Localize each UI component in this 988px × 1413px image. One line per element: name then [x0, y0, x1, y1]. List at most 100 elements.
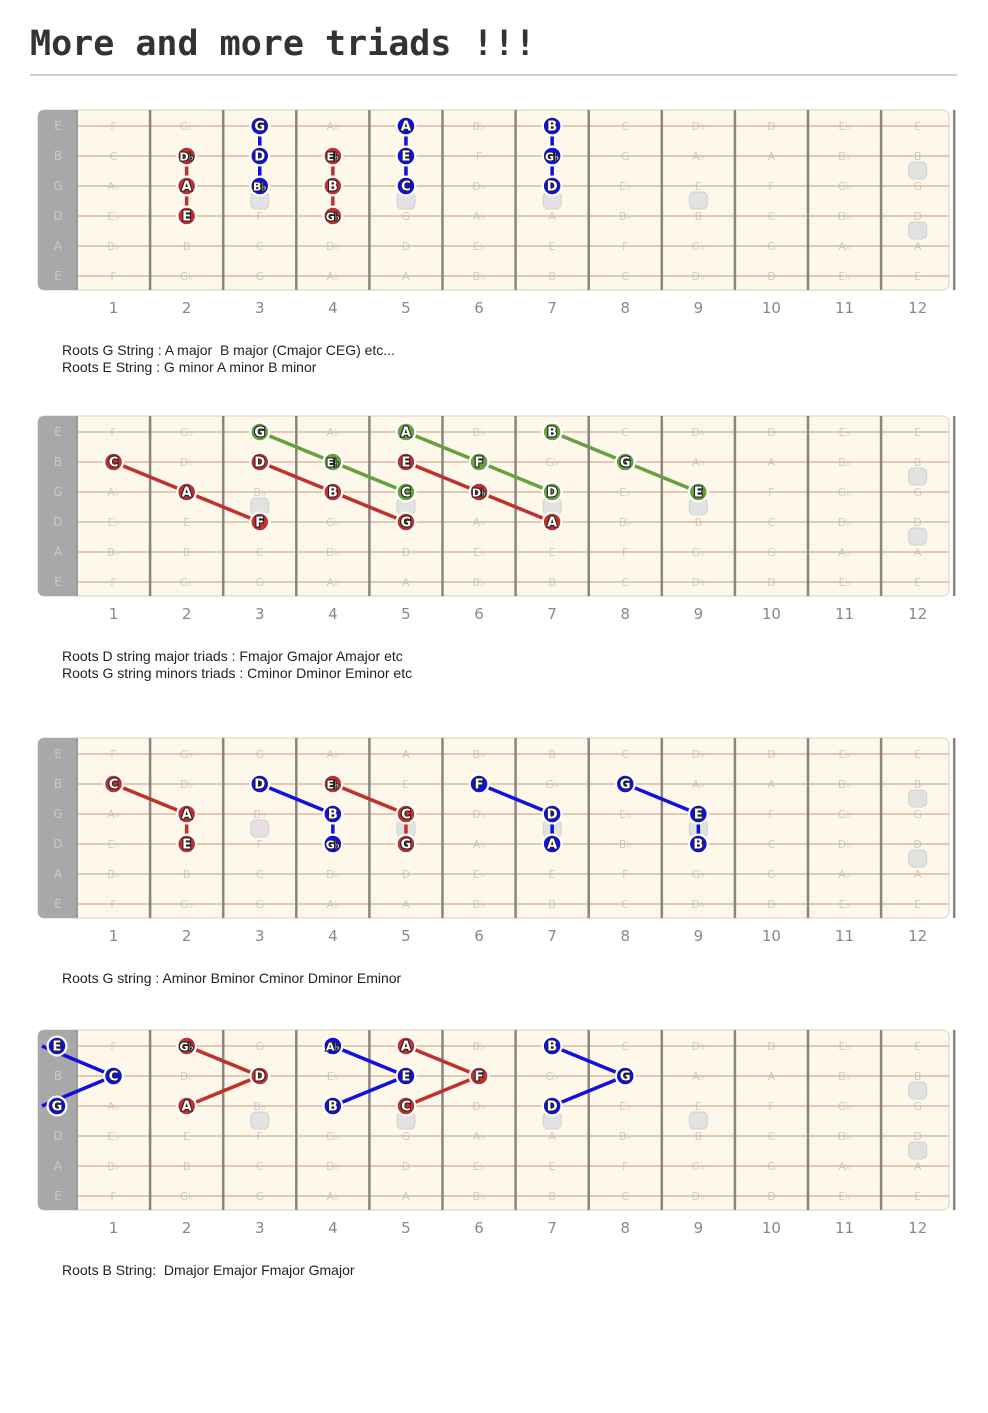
note-marker: C: [395, 175, 417, 197]
note-marker-label: G♭: [180, 1041, 194, 1054]
nut: [58, 738, 78, 918]
note-marker: B: [322, 803, 344, 825]
string-name-label: G: [53, 807, 62, 821]
note-marker: D: [249, 145, 271, 167]
note-marker-dot: [250, 176, 270, 196]
note-marker: B♭: [249, 175, 271, 197]
fret-number: 1: [109, 927, 119, 945]
note-marker: A: [541, 511, 563, 533]
note-marker-label: C: [401, 486, 411, 501]
note-marker: G: [249, 115, 271, 137]
note-marker-dot: [250, 452, 270, 472]
fret-number: 7: [547, 299, 557, 317]
note-marker-dot: [103, 774, 124, 794]
note-marker-label: F: [475, 456, 484, 471]
fret-inlay-marker: [908, 849, 928, 868]
note-marker-dot: [176, 206, 197, 226]
note-marker-dot: [396, 1096, 416, 1116]
note-marker: E: [176, 205, 198, 227]
note-marker: B: [687, 833, 709, 855]
string-name-label: E: [54, 1189, 62, 1203]
note-marker-dot: [250, 512, 270, 532]
note-marker-label: G♭: [326, 211, 340, 224]
string-name-label: B: [54, 455, 62, 469]
note-marker: G♭: [322, 833, 344, 855]
note-marker-label: C: [109, 778, 119, 793]
note-marker: C: [103, 1065, 125, 1087]
fret-inlay-marker: [688, 191, 708, 210]
fret-inlay-marker: [908, 789, 928, 808]
string-name-label: A: [54, 545, 63, 559]
note-marker-dot: [323, 206, 343, 226]
note-marker-label: C: [401, 808, 411, 823]
fret-number: 4: [328, 605, 338, 623]
note-marker-dot: [323, 452, 343, 472]
fret-inlay-marker: [908, 161, 928, 180]
string-name-label: E: [54, 425, 62, 439]
note-marker: D: [541, 175, 563, 197]
note-marker-dot: [176, 146, 197, 166]
note-marker: E: [176, 833, 198, 855]
fret-number: 8: [620, 927, 630, 945]
note-marker-dot: [396, 482, 416, 502]
note-marker: A: [176, 1095, 198, 1117]
fret-number: 5: [401, 299, 411, 317]
note-marker-label: G: [620, 778, 631, 793]
note-marker-dot: [542, 834, 562, 854]
note-marker: A: [541, 833, 563, 855]
fret-number: 1: [109, 1219, 119, 1237]
note-marker: C: [395, 803, 417, 825]
fretboard-diagram-2: EBGDAEFG♭GA♭AB♭BCD♭DE♭ECD♭DE♭EFG♭GA♭AB♭B…: [0, 406, 988, 646]
note-marker-dot: [396, 804, 416, 824]
note-marker-dot: [615, 774, 635, 794]
note-marker-dot: [47, 1036, 67, 1056]
note-marker-label: A: [401, 426, 411, 441]
note-marker-dot: [176, 804, 197, 824]
note-marker-label: F: [475, 778, 484, 793]
fret-number: 6: [474, 605, 484, 623]
string-name-label: G: [53, 485, 62, 499]
note-marker: A: [395, 115, 417, 137]
note-marker: G: [395, 511, 417, 533]
note-marker-dot: [176, 482, 197, 502]
note-marker-label: G: [52, 1100, 63, 1115]
note-marker-label: G: [254, 120, 265, 135]
fret-number: 12: [908, 299, 927, 317]
fretboard-diagram-3: EBGDAEFG♭GA♭AB♭BCD♭DE♭ECD♭DE♭EFG♭GA♭AB♭B…: [0, 728, 988, 968]
note-marker: G♭: [322, 205, 344, 227]
note-marker: A: [176, 481, 198, 503]
note-marker-dot: [396, 512, 416, 532]
caption-line: Roots G string : Aminor Bminor Cminor Dm…: [62, 970, 402, 986]
note-marker-dot: [176, 176, 197, 196]
caption-1: Roots G String : A major B major (Cmajor…: [62, 342, 395, 376]
note-marker-label: D♭: [179, 151, 193, 164]
fret-number: 8: [620, 299, 630, 317]
note-marker-label: D: [547, 808, 558, 823]
note-marker-dot: [250, 422, 270, 442]
fret-number: 6: [474, 1219, 484, 1237]
note-marker-label: A: [401, 1040, 411, 1055]
note-marker: D: [249, 773, 271, 795]
fret-number: 7: [547, 927, 557, 945]
note-marker: E♭: [322, 451, 344, 473]
note-marker: A♭: [322, 1035, 344, 1057]
note-marker-label: B: [547, 120, 557, 135]
fret-number: 8: [620, 1219, 630, 1237]
note-marker: E♭: [322, 773, 344, 795]
note-marker-label: E: [694, 486, 703, 501]
note-marker: F: [468, 451, 490, 473]
note-marker-dot: [469, 482, 489, 502]
note-marker: E: [395, 451, 417, 473]
string-name-label: D: [53, 209, 62, 223]
note-marker-label: D♭: [472, 487, 486, 500]
note-marker-label: B♭: [253, 181, 267, 194]
caption-3: Roots G string : Aminor Bminor Cminor Dm…: [62, 970, 401, 987]
fret-inlay-marker: [688, 1111, 708, 1130]
string-name-label: E: [54, 269, 62, 283]
note-marker-dot: [396, 176, 416, 196]
note-marker-label: G: [620, 1070, 631, 1085]
caption-line: Roots D string major triads : Fmajor Gma…: [62, 648, 403, 664]
fretboard-diagram-4: EBGDAEFG♭GA♭AB♭BCD♭DE♭ECD♭DE♭EFG♭GA♭AB♭B…: [0, 1020, 988, 1260]
fretboard-svg-2: EBGDAEFG♭GA♭AB♭BCD♭DE♭ECD♭DE♭EFG♭GA♭AB♭B…: [37, 415, 956, 623]
page-title: More and more triads !!!: [30, 24, 536, 64]
